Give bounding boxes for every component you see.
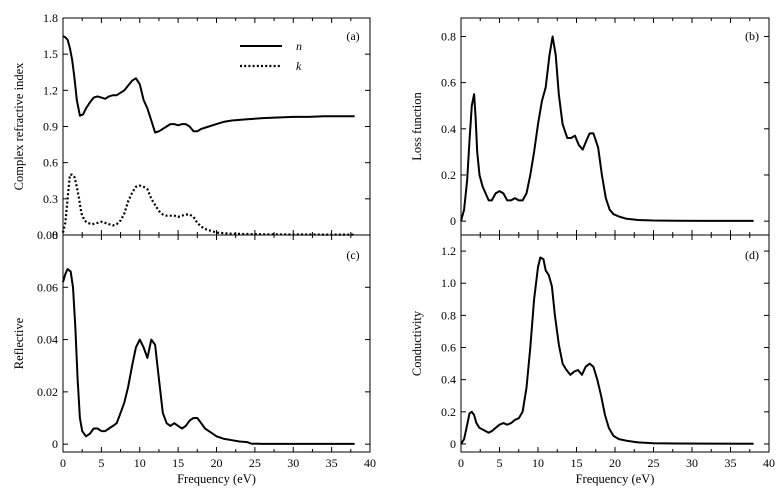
- panel-c-xtick-label: 10: [134, 456, 146, 470]
- panel-d-xtick-label: 15: [571, 456, 583, 470]
- panel-a-ytick-label: 0: [52, 228, 58, 242]
- panel-c-ytick-label: 0.06: [37, 280, 58, 294]
- panel-c-xtick-label: 25: [249, 456, 261, 470]
- panel-d-xtick-label: 0: [458, 456, 464, 470]
- panel-b-frame: [460, 17, 770, 236]
- panel-c-frame: [62, 234, 371, 453]
- panel-c-label: (c): [346, 248, 359, 262]
- panel-d-xtick-label: 5: [497, 456, 503, 470]
- panel-d: 0 5 10 15 20 25 30 35 40 0 0.2 0.4 0.6 0.8 1.0 1.2 Condu…: [410, 234, 775, 486]
- panel-c-ytick-label: 0.02: [37, 385, 58, 399]
- panel-c-xlabel: Frequency (eV): [177, 472, 256, 486]
- panel-a-legend-label-n: n: [296, 39, 302, 53]
- panel-d-xtick-label: 25: [648, 456, 660, 470]
- panel-c-xtick-label: 30: [287, 456, 299, 470]
- panel-b-ytick-label: 0.2: [441, 168, 456, 182]
- panel-d-ytick-label: 0.6: [441, 341, 456, 355]
- panel-c-xtick-label: 20: [211, 456, 223, 470]
- panel-d-ytick-label: 0.4: [441, 373, 456, 387]
- panel-c-series-0-line: [62, 268, 355, 445]
- panel-a: 0 0.3 0.6 0.9 1.2 1.5 1.8 Complex refractive in…: [12, 11, 371, 242]
- panel-d-label: (d): [745, 248, 759, 262]
- panel-c-xtick-label: 15: [172, 456, 184, 470]
- panel-d-xtick-label: 20: [609, 456, 621, 470]
- panel-c-ytick-label: 0: [52, 437, 58, 451]
- panel-c-xtick-label: 5: [98, 456, 104, 470]
- panel-b-label: (b): [745, 29, 759, 43]
- panel-d-ylabel: Conductivity: [410, 310, 424, 376]
- panel-a-ytick-label: 0.6: [43, 156, 58, 170]
- panel-a-ylabel: Complex refractive index: [12, 62, 26, 190]
- panel-a-label: (a): [346, 29, 359, 43]
- panel-d-xtick-label: 10: [532, 456, 544, 470]
- panel-d-frame: [460, 234, 770, 453]
- panel-b-ytick-label: 0.8: [441, 29, 456, 43]
- panel-d-series-0-line: [460, 256, 754, 445]
- panel-b-series-0-line: [460, 35, 754, 222]
- panel-d-ytick-label: 0: [450, 437, 456, 451]
- panel-d-xlabel: Frequency (eV): [576, 472, 655, 486]
- panel-c: 0 5 10 15 20 25 30 35 40 0 0.02 0.04 0.06 0.08 Reflect…: [12, 228, 376, 486]
- panel-a-ytick-label: 0.9: [43, 120, 58, 134]
- panel-d-ytick-label: 0.8: [441, 308, 456, 322]
- panel-d-xtick-label: 35: [725, 456, 737, 470]
- panel-b: 0 0.2 0.4 0.6 0.8 Loss function (b): [410, 17, 770, 236]
- panel-d-ytick-label: 0.2: [441, 405, 456, 419]
- panel-a-ytick-label: 1.5: [43, 47, 58, 61]
- panel-b-ylabel: Loss function: [410, 92, 424, 161]
- panel-b-ytick-label: 0: [450, 214, 456, 228]
- panel-a-legend-label-k: k: [296, 59, 302, 73]
- panel-d-ytick-label: 1.2: [441, 244, 456, 258]
- panel-c-xtick-label: 0: [60, 456, 66, 470]
- panel-a-ytick-label: 1.8: [43, 11, 58, 25]
- panel-d-ytick-label: 1.0: [441, 276, 456, 290]
- panel-c-xtick-label: 35: [326, 456, 338, 470]
- panel-d-xtick-label: 30: [686, 456, 698, 470]
- panel-a-frame: [62, 17, 371, 236]
- panel-c-ylabel: Reflective: [12, 317, 26, 369]
- panel-a-series-k-line: [61, 173, 355, 236]
- panel-a-series-n-line: [62, 35, 355, 134]
- panel-a-ytick-label: 0.3: [43, 192, 58, 206]
- panel-a-ytick-label: 1.2: [43, 83, 58, 97]
- panel-b-ytick-label: 0.4: [441, 122, 456, 136]
- panel-c-ytick-label: 0.04: [37, 333, 58, 347]
- panel-d-xtick-label: 40: [763, 456, 775, 470]
- panel-c-ytick-label: 0.08: [37, 228, 58, 242]
- panel-b-ytick-label: 0.6: [441, 76, 456, 90]
- panel-c-xtick-label: 40: [364, 456, 376, 470]
